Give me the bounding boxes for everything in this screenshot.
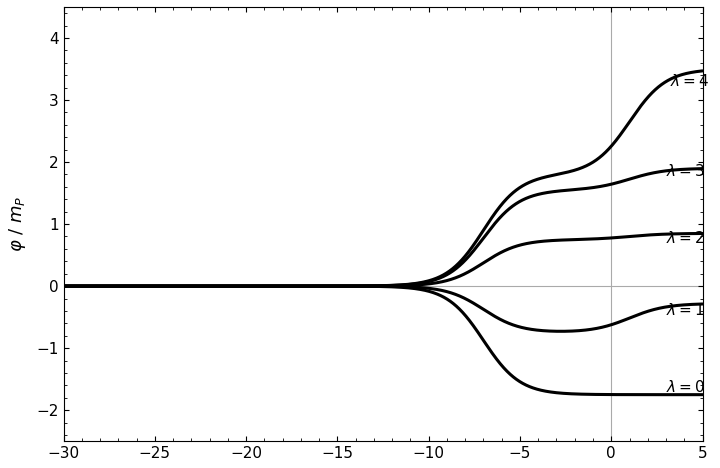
Y-axis label: $\varphi$ / $m_P$: $\varphi$ / $m_P$ <box>7 196 28 252</box>
Text: $\lambda=3$: $\lambda=3$ <box>666 163 705 179</box>
Text: $\lambda=2$: $\lambda=2$ <box>666 230 705 246</box>
Text: $\lambda=0$: $\lambda=0$ <box>666 379 705 395</box>
Text: $\lambda=4$: $\lambda=4$ <box>670 73 709 89</box>
Text: $\lambda=1$: $\lambda=1$ <box>666 302 705 318</box>
